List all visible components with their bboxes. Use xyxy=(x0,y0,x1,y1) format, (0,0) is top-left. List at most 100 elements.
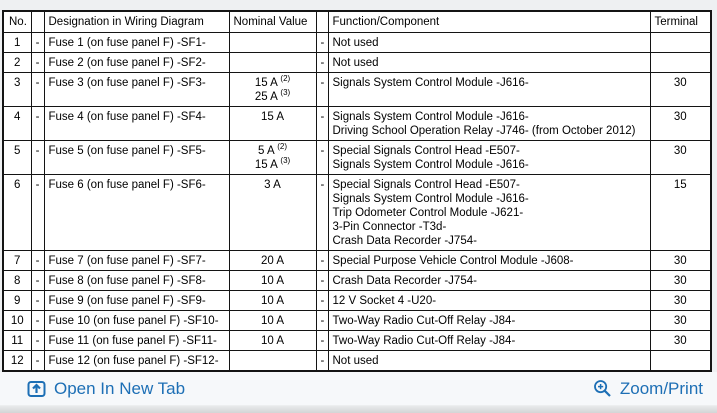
nominal-value: 20 A xyxy=(228,249,317,271)
terminal-value: 30 xyxy=(649,309,712,331)
fuse-assignment-table: No. Designation in Wiring Diagram Nomina… xyxy=(2,10,712,372)
left-margin-strip xyxy=(0,0,2,375)
nominal-value: 10 A xyxy=(228,329,317,351)
terminal-value: 15 xyxy=(649,173,712,251)
terminal-value: 30 xyxy=(649,329,712,351)
function-component: Signals System Control Module -J616- Driv… xyxy=(327,105,651,141)
function-component: Not used xyxy=(327,51,651,73)
row-number: 11 xyxy=(2,329,32,351)
row-dash-2: - xyxy=(315,105,329,141)
row-dash-2: - xyxy=(315,309,329,331)
terminal-value: 30 xyxy=(649,105,712,141)
top-margin-strip xyxy=(0,0,717,10)
table-row: 1- Fuse 1 (on fuse panel F) -SF1- - Not use… xyxy=(2,31,712,53)
open-in-new-tab-icon xyxy=(27,381,46,397)
row-dash-2: - xyxy=(315,269,329,291)
row-number: 5 xyxy=(2,139,32,175)
table-row: 3- Fuse 3 (on fuse panel F) -SF3- 15 A (2)… xyxy=(2,71,712,107)
table-row: 2- Fuse 2 (on fuse panel F) -SF2- - Not use… xyxy=(2,51,712,73)
function-component: 12 V Socket 4 -U20- xyxy=(327,289,651,311)
row-number: 9 xyxy=(2,289,32,311)
row-number: 8 xyxy=(2,269,32,291)
row-dash-2: - xyxy=(315,31,329,53)
fuse-designation: Fuse 10 (on fuse panel F) -SF10- xyxy=(43,309,230,331)
bottom-strip xyxy=(0,405,717,413)
table-row: 4- Fuse 4 (on fuse panel F) -SF4- 15 A - Sig… xyxy=(2,105,712,141)
function-component: Signals System Control Module -J616- xyxy=(327,71,651,107)
fuse-designation: Fuse 11 (on fuse panel F) -SF11- xyxy=(43,329,230,351)
nominal-value: 3 A xyxy=(228,173,317,251)
table-row: 12- Fuse 12 (on fuse panel F) -SF12- - Not … xyxy=(2,349,712,371)
nominal-value xyxy=(228,349,317,371)
function-component: Special Signals Control Head -E507- Signa… xyxy=(327,173,651,251)
row-dash-1: - xyxy=(30,289,45,311)
col-header-designation: Designation in Wiring Diagram xyxy=(43,10,230,33)
table-row: 7- Fuse 7 (on fuse panel F) -SF7- 20 A - Spe… xyxy=(2,249,712,271)
function-component: Two-Way Radio Cut-Off Relay -J84- xyxy=(327,329,651,351)
table-row: 6- Fuse 6 (on fuse panel F) -SF6- 3 A - Spec… xyxy=(2,173,712,251)
zoom-magnifier-icon xyxy=(593,380,611,397)
table-row: 5- Fuse 5 (on fuse panel F) -SF5- 5 A (2) 1… xyxy=(2,139,712,175)
nominal-value: 10 A xyxy=(228,309,317,331)
terminal-value: 30 xyxy=(649,139,712,175)
row-dash-1: - xyxy=(30,329,45,351)
row-dash-2: - xyxy=(315,139,329,175)
row-number: 4 xyxy=(2,105,32,141)
col-header-terminal: Terminal xyxy=(649,10,712,33)
fuse-table-body: 1- Fuse 1 (on fuse panel F) -SF1- - Not use… xyxy=(2,31,712,371)
fuse-designation: Fuse 4 (on fuse panel F) -SF4- xyxy=(43,105,230,141)
table-header-row: No. Designation in Wiring Diagram Nomina… xyxy=(2,10,712,33)
col-header-dash1 xyxy=(30,10,45,33)
row-dash-2: - xyxy=(315,349,329,371)
fuse-designation: Fuse 12 (on fuse panel F) -SF12- xyxy=(43,349,230,371)
fuse-designation: Fuse 8 (on fuse panel F) -SF8- xyxy=(43,269,230,291)
zoom-print-button[interactable]: Zoom/Print xyxy=(593,379,703,399)
terminal-value xyxy=(649,31,712,53)
fuse-designation: Fuse 6 (on fuse panel F) -SF6- xyxy=(43,173,230,251)
open-in-new-tab-button[interactable]: Open In New Tab xyxy=(27,379,185,399)
table-row: 11- Fuse 11 (on fuse panel F) -SF11- 10 A-… xyxy=(2,329,712,351)
nominal-value: 5 A (2) 15 A (3) xyxy=(228,139,317,175)
row-dash-1: - xyxy=(30,139,45,175)
row-dash-1: - xyxy=(30,249,45,271)
function-component: Not used xyxy=(327,31,651,53)
fuse-designation: Fuse 1 (on fuse panel F) -SF1- xyxy=(43,31,230,53)
table-row: 9- Fuse 9 (on fuse panel F) -SF9- 10 A -12 … xyxy=(2,289,712,311)
nominal-value: 15 A xyxy=(228,105,317,141)
row-number: 1 xyxy=(2,31,32,53)
col-header-nominal: Nominal Value xyxy=(228,10,317,33)
row-dash-1: - xyxy=(30,269,45,291)
table-row: 10- Fuse 10 (on fuse panel F) -SF10- 10 A-… xyxy=(2,309,712,331)
nominal-value xyxy=(228,31,317,53)
terminal-value: 30 xyxy=(649,269,712,291)
row-dash-1: - xyxy=(30,51,45,73)
nominal-value: 15 A (2) 25 A (3) xyxy=(228,71,317,107)
nominal-value xyxy=(228,51,317,73)
function-component: Not used xyxy=(327,349,651,371)
function-component: Two-Way Radio Cut-Off Relay -J84- xyxy=(327,309,651,331)
row-dash-2: - xyxy=(315,51,329,73)
fuse-designation: Fuse 9 (on fuse panel F) -SF9- xyxy=(43,289,230,311)
open-in-new-tab-label: Open In New Tab xyxy=(54,378,186,398)
row-dash-2: - xyxy=(315,329,329,351)
row-dash-2: - xyxy=(315,173,329,251)
fuse-designation: Fuse 5 (on fuse panel F) -SF5- xyxy=(43,139,230,175)
row-number: 6 xyxy=(2,173,32,251)
right-margin-strip xyxy=(712,0,717,375)
row-number: 12 xyxy=(2,349,32,371)
fuse-designation: Fuse 3 (on fuse panel F) -SF3- xyxy=(43,71,230,107)
nominal-value: 10 A xyxy=(228,289,317,311)
row-dash-1: - xyxy=(30,349,45,371)
table-row: 8- Fuse 8 (on fuse panel F) -SF8- 10 A - Cra… xyxy=(2,269,712,291)
zoom-print-label: Zoom/Print xyxy=(619,378,703,398)
bottom-toolbar: Open In New Tab Zoom/Print xyxy=(0,372,717,405)
function-component: Crash Data Recorder -J754- xyxy=(327,269,651,291)
row-number: 3 xyxy=(2,71,32,107)
row-number: 2 xyxy=(2,51,32,73)
col-header-function: Function/Component xyxy=(327,10,651,33)
function-component: Special Signals Control Head -E507- Signa… xyxy=(327,139,651,175)
terminal-value xyxy=(649,349,712,371)
terminal-value xyxy=(649,51,712,73)
col-header-no: No. xyxy=(2,10,32,33)
